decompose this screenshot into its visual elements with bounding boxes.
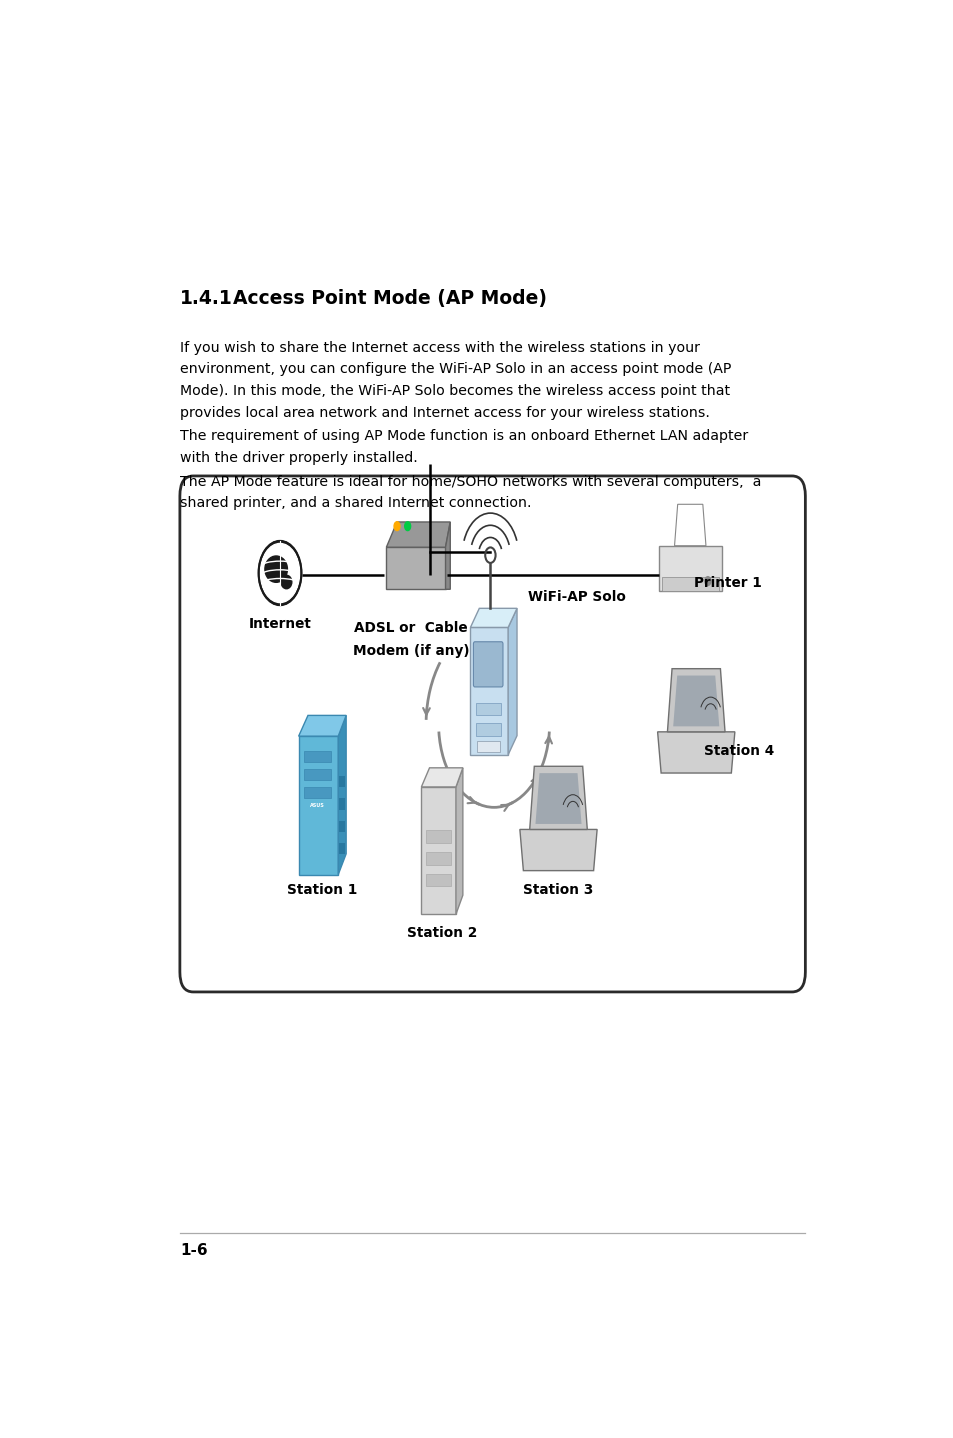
Circle shape bbox=[258, 541, 301, 605]
Polygon shape bbox=[657, 732, 734, 774]
Polygon shape bbox=[298, 715, 346, 736]
Text: ADSL or  Cable: ADSL or Cable bbox=[354, 621, 467, 636]
Text: Mode). In this mode, the WiFi-AP Solo becomes the wireless access point that: Mode). In this mode, the WiFi-AP Solo be… bbox=[180, 384, 729, 398]
Polygon shape bbox=[667, 669, 724, 732]
Polygon shape bbox=[673, 676, 719, 726]
FancyBboxPatch shape bbox=[473, 641, 502, 687]
FancyBboxPatch shape bbox=[304, 752, 331, 762]
Circle shape bbox=[404, 522, 410, 531]
FancyBboxPatch shape bbox=[426, 851, 450, 864]
FancyBboxPatch shape bbox=[476, 741, 499, 752]
FancyBboxPatch shape bbox=[426, 873, 450, 886]
Text: 1.4.1: 1.4.1 bbox=[180, 289, 233, 308]
FancyBboxPatch shape bbox=[476, 723, 501, 736]
Text: Printer 1: Printer 1 bbox=[693, 577, 761, 590]
Polygon shape bbox=[298, 736, 338, 874]
Polygon shape bbox=[386, 548, 445, 590]
Polygon shape bbox=[519, 830, 597, 870]
FancyBboxPatch shape bbox=[304, 788, 331, 798]
Polygon shape bbox=[535, 774, 581, 824]
Circle shape bbox=[260, 544, 299, 603]
FancyBboxPatch shape bbox=[180, 476, 804, 992]
FancyBboxPatch shape bbox=[339, 821, 344, 831]
Ellipse shape bbox=[265, 557, 287, 582]
Circle shape bbox=[394, 522, 399, 531]
Text: shared printer, and a shared Internet connection.: shared printer, and a shared Internet co… bbox=[180, 496, 531, 510]
Polygon shape bbox=[456, 768, 462, 915]
Polygon shape bbox=[659, 545, 720, 591]
Polygon shape bbox=[421, 787, 456, 915]
Text: Station 3: Station 3 bbox=[523, 883, 593, 897]
Text: Station 4: Station 4 bbox=[703, 745, 773, 758]
Text: Station 2: Station 2 bbox=[406, 926, 476, 940]
Polygon shape bbox=[529, 766, 587, 830]
FancyBboxPatch shape bbox=[339, 798, 344, 810]
FancyBboxPatch shape bbox=[661, 577, 718, 591]
Polygon shape bbox=[421, 768, 462, 787]
Polygon shape bbox=[338, 715, 346, 874]
Text: Internet: Internet bbox=[249, 617, 311, 631]
Text: WiFi-AP Solo: WiFi-AP Solo bbox=[528, 590, 625, 604]
Text: with the driver properly installed.: with the driver properly installed. bbox=[180, 452, 417, 464]
Polygon shape bbox=[386, 522, 450, 548]
Text: environment, you can configure the WiFi-AP Solo in an access point mode (AP: environment, you can configure the WiFi-… bbox=[180, 362, 731, 377]
FancyBboxPatch shape bbox=[476, 703, 501, 715]
Polygon shape bbox=[470, 627, 508, 755]
Polygon shape bbox=[445, 522, 450, 590]
Text: 1-6: 1-6 bbox=[180, 1244, 208, 1258]
FancyBboxPatch shape bbox=[339, 843, 344, 854]
FancyBboxPatch shape bbox=[426, 830, 450, 843]
Text: Station 1: Station 1 bbox=[287, 883, 356, 897]
Polygon shape bbox=[674, 505, 705, 545]
Polygon shape bbox=[470, 608, 517, 627]
FancyBboxPatch shape bbox=[304, 769, 331, 781]
Polygon shape bbox=[508, 608, 517, 755]
Text: The AP Mode feature is ideal for home/SOHO networks with several computers,  a: The AP Mode feature is ideal for home/SO… bbox=[180, 475, 760, 489]
FancyBboxPatch shape bbox=[339, 777, 344, 788]
Text: provides local area network and Internet access for your wireless stations.: provides local area network and Internet… bbox=[180, 406, 709, 420]
Text: The requirement of using AP Mode function is an onboard Ethernet LAN adapter: The requirement of using AP Mode functio… bbox=[180, 430, 747, 443]
Text: If you wish to share the Internet access with the wireless stations in your: If you wish to share the Internet access… bbox=[180, 341, 700, 355]
Text: Modem (if any): Modem (if any) bbox=[353, 644, 469, 659]
Ellipse shape bbox=[281, 575, 292, 588]
Text: ASUS: ASUS bbox=[310, 802, 324, 808]
Text: Access Point Mode (AP Mode): Access Point Mode (AP Mode) bbox=[233, 289, 546, 308]
Circle shape bbox=[704, 577, 710, 585]
